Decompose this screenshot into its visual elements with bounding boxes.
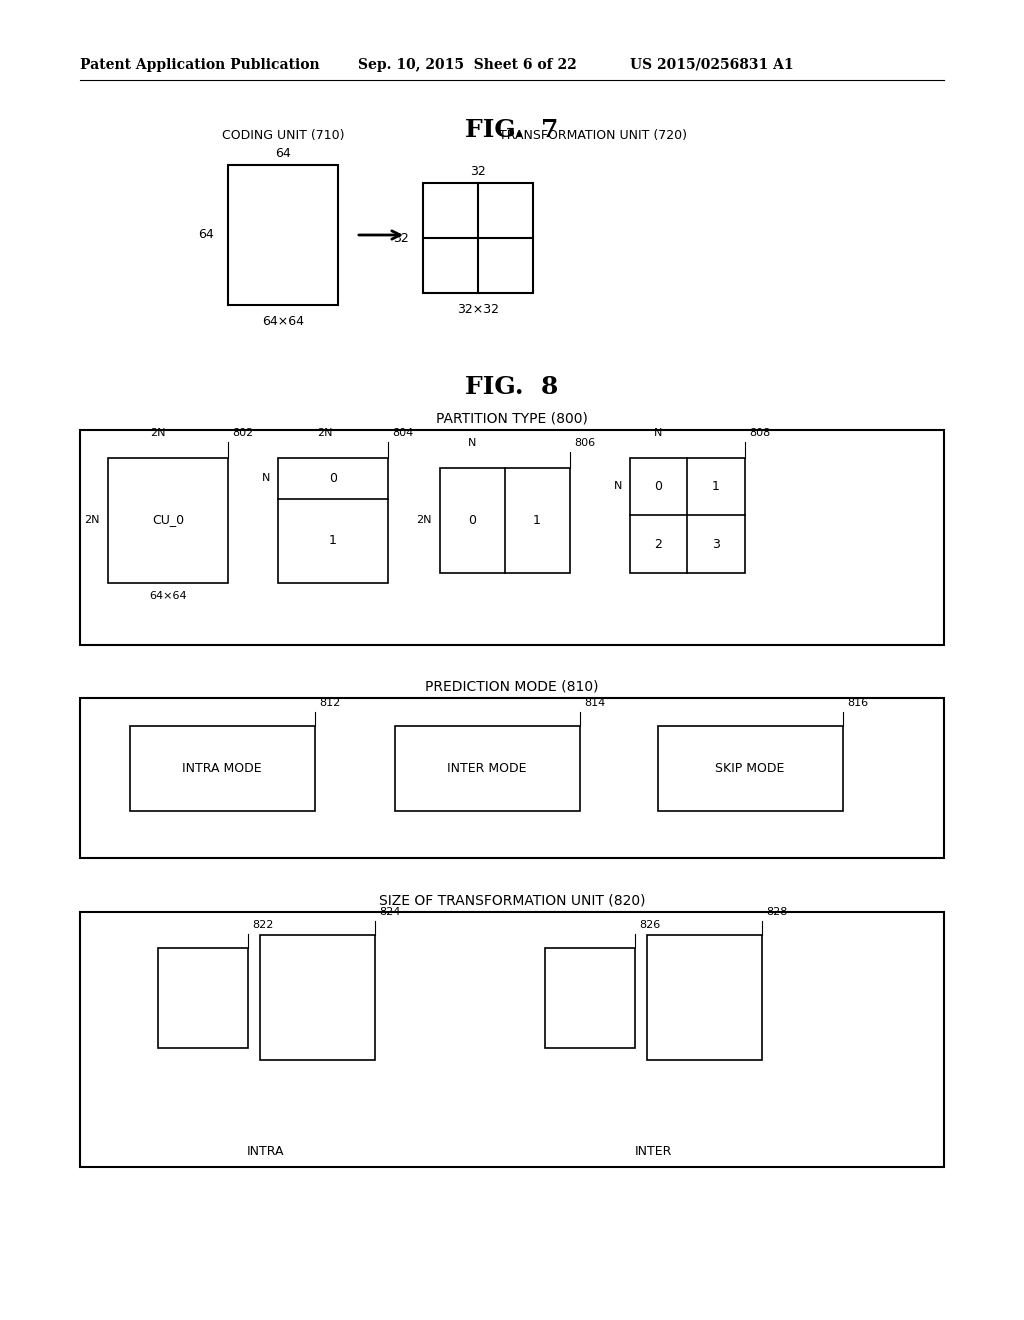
Bar xyxy=(80,912,944,1167)
Text: CU_0: CU_0 xyxy=(152,513,184,527)
Text: 64×64: 64×64 xyxy=(150,591,186,601)
Text: INTRA MODE: INTRA MODE xyxy=(182,762,262,775)
Text: 812: 812 xyxy=(319,698,340,708)
Text: N: N xyxy=(653,428,663,438)
Text: N: N xyxy=(261,473,270,483)
Bar xyxy=(630,458,745,573)
Bar xyxy=(278,458,388,583)
Text: 814: 814 xyxy=(584,698,605,708)
Text: 1: 1 xyxy=(329,535,337,548)
Text: 32×32: 32×32 xyxy=(457,304,499,315)
Text: 828: 828 xyxy=(766,907,787,917)
Text: 64×64: 64×64 xyxy=(262,315,304,327)
Text: 0: 0 xyxy=(654,479,662,492)
Text: 816: 816 xyxy=(847,698,868,708)
Text: FIG.  7: FIG. 7 xyxy=(465,117,559,143)
Text: PREDICTION MODE (810): PREDICTION MODE (810) xyxy=(425,680,599,694)
Text: 826: 826 xyxy=(639,920,660,931)
Bar xyxy=(658,726,843,810)
Text: 64: 64 xyxy=(199,228,214,242)
Text: N: N xyxy=(468,438,476,447)
Text: 824: 824 xyxy=(379,907,400,917)
Bar xyxy=(647,935,762,1060)
Text: 0: 0 xyxy=(468,513,476,527)
Bar xyxy=(260,935,375,1060)
Text: 32: 32 xyxy=(470,165,485,178)
Bar xyxy=(158,948,248,1048)
Text: SIZE OF TRANSFORMATION UNIT (820): SIZE OF TRANSFORMATION UNIT (820) xyxy=(379,894,645,907)
Bar xyxy=(228,165,338,305)
Text: 64: 64 xyxy=(275,147,291,160)
Text: 2N: 2N xyxy=(417,515,432,525)
Text: 32: 32 xyxy=(393,231,409,244)
Bar xyxy=(80,698,944,858)
Text: 2N: 2N xyxy=(317,428,333,438)
Text: 3: 3 xyxy=(712,537,720,550)
Text: INTER: INTER xyxy=(634,1144,672,1158)
Text: FIG.  8: FIG. 8 xyxy=(465,375,559,399)
Text: 802: 802 xyxy=(232,428,253,438)
Bar xyxy=(108,458,228,583)
Text: N: N xyxy=(613,480,622,491)
Text: 806: 806 xyxy=(574,438,595,447)
Text: Patent Application Publication: Patent Application Publication xyxy=(80,58,319,73)
Text: Sep. 10, 2015  Sheet 6 of 22: Sep. 10, 2015 Sheet 6 of 22 xyxy=(358,58,577,73)
Text: 804: 804 xyxy=(392,428,414,438)
Bar xyxy=(395,726,580,810)
Text: US 2015/0256831 A1: US 2015/0256831 A1 xyxy=(630,58,794,73)
Bar xyxy=(80,430,944,645)
Text: 1: 1 xyxy=(712,479,720,492)
Text: PARTITION TYPE (800): PARTITION TYPE (800) xyxy=(436,412,588,426)
Text: 2: 2 xyxy=(654,537,662,550)
Text: 822: 822 xyxy=(252,920,273,931)
Bar xyxy=(130,726,315,810)
Bar xyxy=(423,183,534,293)
Text: 1: 1 xyxy=(534,513,541,527)
Text: 808: 808 xyxy=(749,428,770,438)
Text: INTRA: INTRA xyxy=(247,1144,285,1158)
Text: 2N: 2N xyxy=(85,515,100,525)
Bar xyxy=(545,948,635,1048)
Text: 0: 0 xyxy=(329,471,337,484)
Text: INTER MODE: INTER MODE xyxy=(447,762,526,775)
Text: CODING UNIT (710): CODING UNIT (710) xyxy=(222,129,344,143)
Text: 2N: 2N xyxy=(151,428,166,438)
Text: TRANSFORMATION UNIT (720): TRANSFORMATION UNIT (720) xyxy=(499,129,687,143)
Text: SKIP MODE: SKIP MODE xyxy=(716,762,784,775)
Bar xyxy=(440,469,570,573)
